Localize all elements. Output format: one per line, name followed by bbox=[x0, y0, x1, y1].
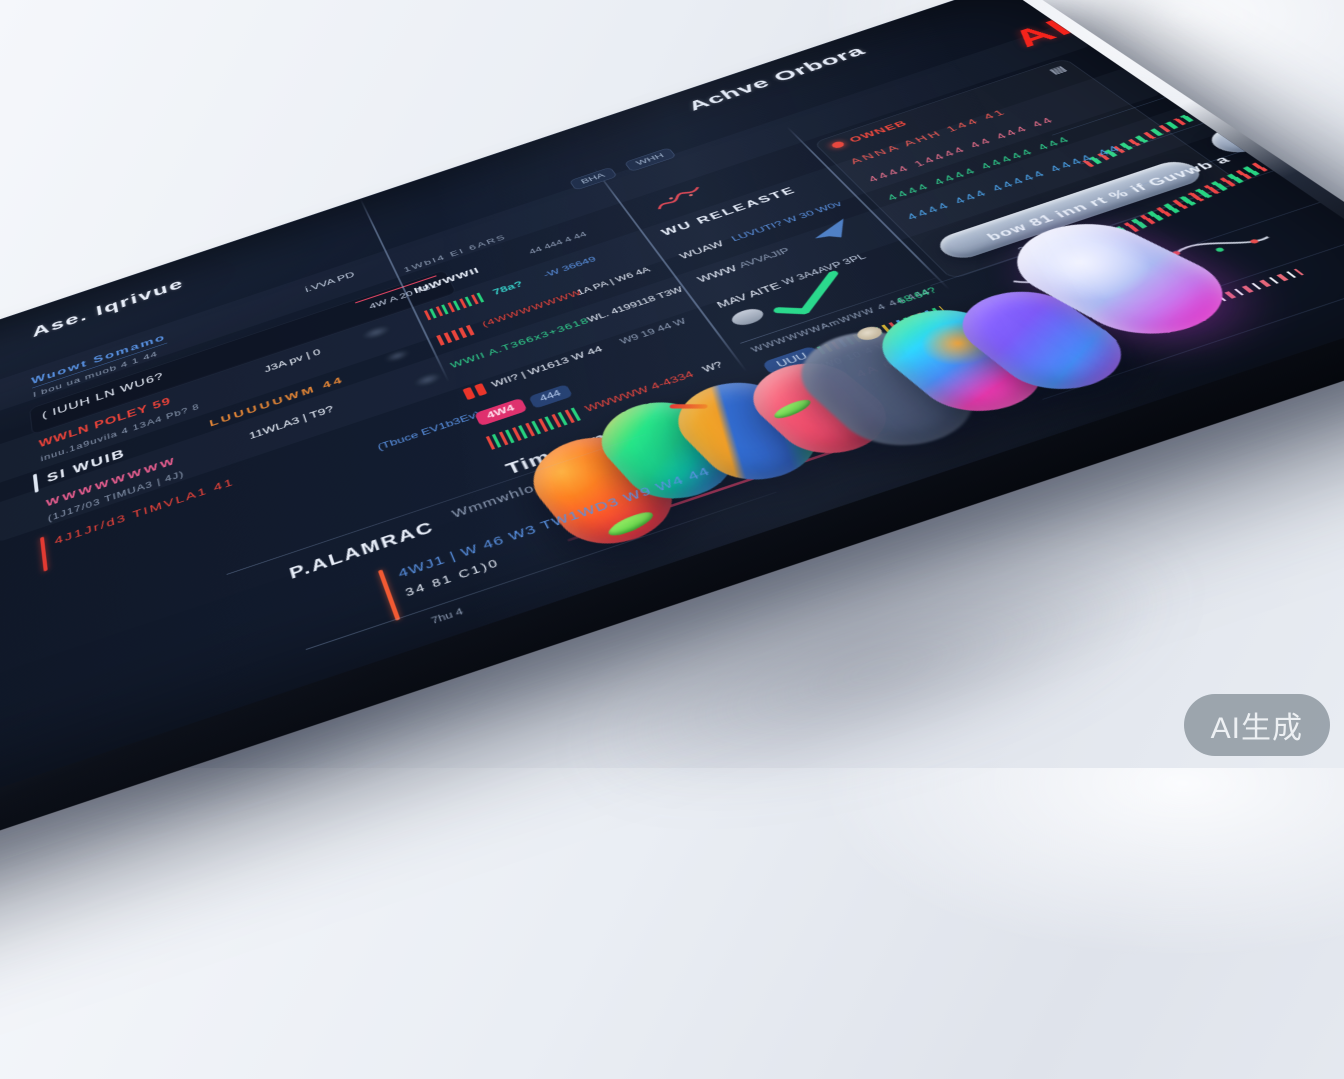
dashboard-screen: Achve Orbora AIHM OWNEB ▤ ANNA AHH 144 4… bbox=[0, 0, 1344, 1028]
row-side-blue: (Tbuce EV1b3Ev) bbox=[375, 408, 482, 453]
paper-plane-icon bbox=[807, 218, 857, 245]
ai-watermark-badge: AI生成 bbox=[1183, 694, 1330, 756]
red-dot-icon bbox=[830, 140, 846, 150]
navy-badge[interactable]: 444 bbox=[528, 384, 574, 409]
bottom-row-tiny: 7hu 4 bbox=[429, 606, 465, 627]
progress-bar[interactable] bbox=[1201, 29, 1344, 158]
orange-accent-bar bbox=[377, 569, 401, 621]
menu-icon[interactable]: ▤ bbox=[1046, 64, 1070, 76]
panel-a-side: W? bbox=[700, 359, 725, 375]
red-accent-bar bbox=[39, 536, 48, 572]
white-accent-bar bbox=[32, 473, 39, 493]
red-stripe bbox=[669, 404, 709, 409]
green-badge bbox=[770, 396, 815, 422]
red-block-icon bbox=[462, 386, 476, 401]
avatar-circle-icon bbox=[728, 305, 768, 329]
magenta-badge[interactable]: 4W4 bbox=[474, 397, 528, 427]
red-block-icon bbox=[474, 383, 488, 397]
bottom-section-sub: Wmmwhlo bbox=[449, 481, 538, 521]
